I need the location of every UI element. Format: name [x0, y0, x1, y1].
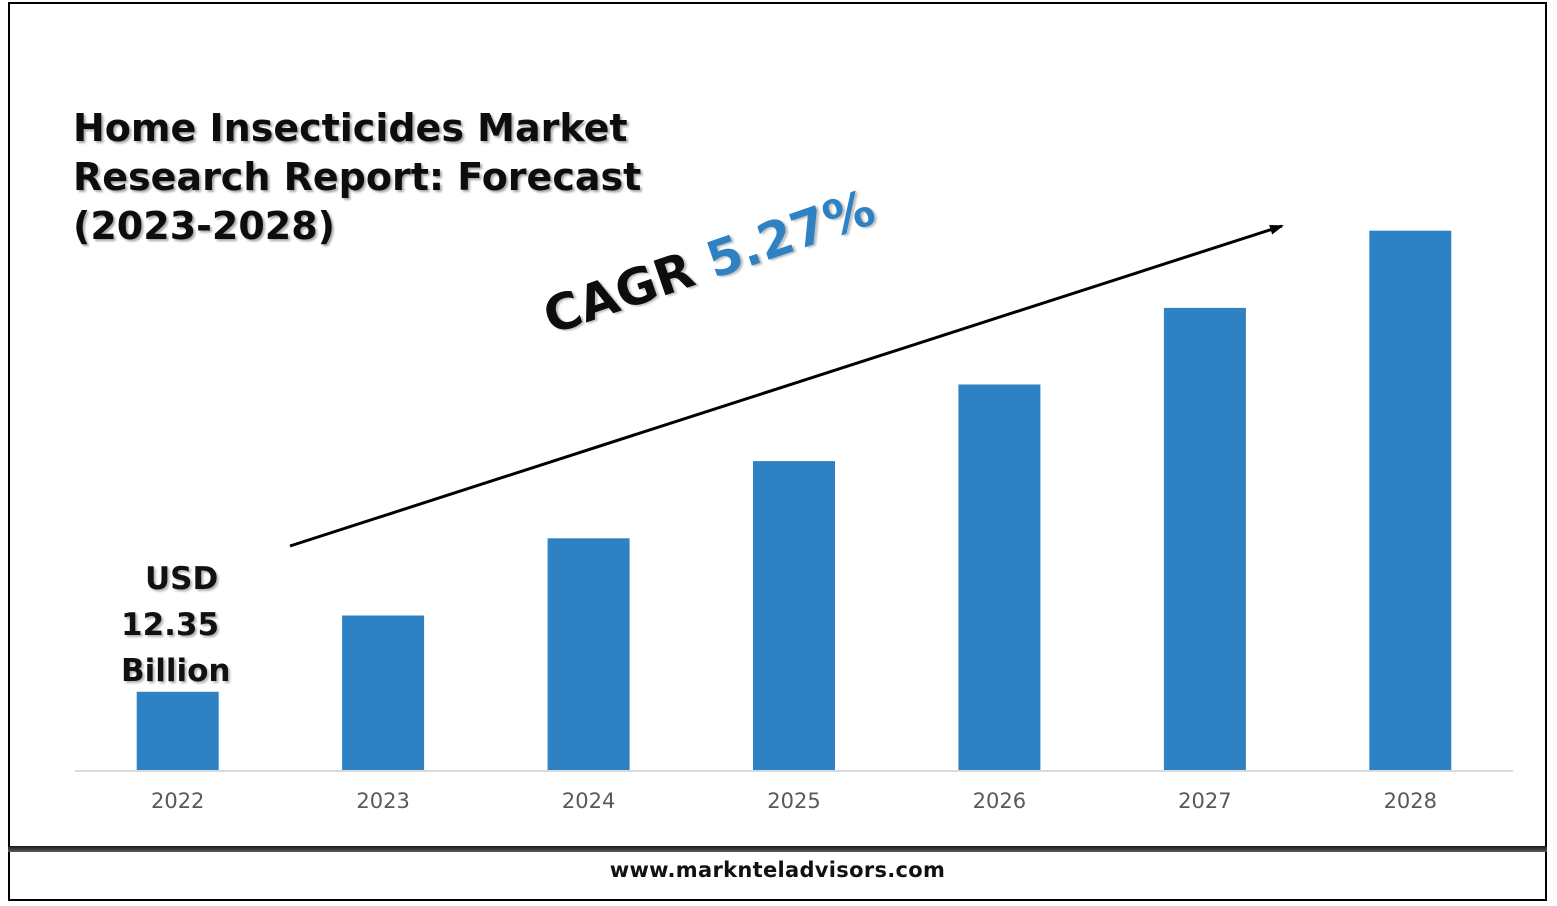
bar-2025 [753, 461, 835, 770]
x-tick-label-2027: 2027 [1178, 789, 1231, 813]
bar-2026 [958, 384, 1041, 770]
annotation-currency: USD [145, 561, 219, 597]
x-tick-label-2025: 2025 [767, 789, 820, 813]
x-tick-label-2026: 2026 [973, 789, 1026, 813]
bar-2023 [342, 615, 425, 770]
x-tick-labels: 2022 2023 2024 2025 2026 2027 2028 [151, 789, 1437, 813]
annotation-value: 12.35 [121, 607, 220, 643]
x-tick-label-2024: 2024 [562, 789, 615, 813]
bar-2027 [1163, 307, 1246, 770]
bars-layer [136, 230, 1452, 770]
first-bar-value-annotation: USD 12.35 Billion [100, 556, 260, 694]
bar-2028 [1369, 230, 1452, 770]
trend-arrow [289, 224, 1284, 548]
footer-website: www.marknteladvisors.com [609, 858, 946, 882]
x-tick-label-2023: 2023 [356, 789, 409, 813]
bar-2024 [547, 538, 630, 770]
chart-title: Home Insecticides Market Research Report… [73, 106, 642, 248]
x-tick-label-2028: 2028 [1384, 789, 1437, 813]
bar-2022 [136, 691, 219, 770]
annotation-unit: Billion [121, 653, 231, 689]
x-tick-label-2022: 2022 [151, 789, 204, 813]
footer-divider [8, 846, 1547, 852]
